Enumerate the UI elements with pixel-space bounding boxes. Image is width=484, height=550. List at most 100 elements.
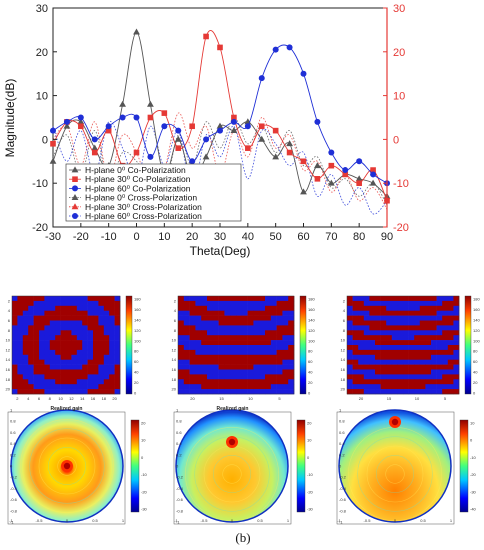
- x-tick-label: -30: [45, 231, 61, 243]
- phase-cell: [419, 384, 426, 390]
- phase-cell: [224, 345, 231, 351]
- phase-cell: [44, 325, 51, 331]
- phase-cell: [380, 335, 387, 341]
- phase-cell: [419, 310, 426, 316]
- phase-cell: [109, 374, 115, 380]
- phase-cell: [189, 349, 196, 356]
- phase-cell: [87, 374, 94, 380]
- phase-cell: [82, 330, 88, 336]
- phase-cell: [93, 325, 99, 331]
- x-tick-label: 0: [133, 231, 139, 243]
- phase-cell: [109, 310, 115, 316]
- data-point: [217, 127, 223, 134]
- phase-cell: [408, 374, 415, 380]
- phase-cell: [98, 369, 105, 375]
- data-point: [175, 145, 182, 151]
- phase-cell: [33, 349, 40, 356]
- phase-cell: [419, 364, 426, 370]
- phase-cell: [212, 335, 219, 341]
- phase-cell: [33, 330, 40, 336]
- phase-cell: [352, 315, 359, 321]
- phase-cell: [103, 384, 110, 390]
- phase-cell: [270, 310, 277, 316]
- phase-cell: [201, 364, 208, 370]
- phase-cell: [425, 374, 432, 380]
- data-point: [147, 100, 154, 107]
- phase-cell: [76, 305, 83, 311]
- phase-cell: [414, 349, 421, 356]
- phase-cell: [55, 340, 61, 346]
- phase-cell: [218, 325, 225, 331]
- phase-cell: [363, 349, 370, 356]
- phase-cell: [230, 310, 237, 316]
- phase-cell: [380, 384, 387, 390]
- phase-cell: [17, 330, 24, 336]
- gain-y-tick: -0.2: [339, 475, 347, 480]
- phase-cell: [39, 379, 45, 385]
- phase-y-tick: 20: [172, 387, 177, 392]
- phase-cell: [93, 305, 99, 311]
- phase-cell: [282, 315, 289, 321]
- phase-cell: [241, 296, 248, 302]
- phase-cell: [282, 300, 289, 307]
- phase-cell: [282, 325, 289, 331]
- phase-cell: [369, 335, 376, 341]
- phase-cell: [12, 340, 18, 346]
- phase-cell: [276, 340, 283, 346]
- phase-cell: [60, 320, 67, 326]
- phase-cell: [212, 305, 219, 311]
- phase-cell: [189, 296, 196, 302]
- phase-cell: [425, 305, 432, 311]
- gain-y-tick: 1: [10, 408, 13, 413]
- y2-tick-label: 10: [393, 91, 405, 103]
- y2-tick-label: -10: [393, 178, 409, 190]
- phase-cell: [380, 340, 387, 346]
- phase-cell: [408, 340, 415, 346]
- phase-cell: [358, 349, 365, 356]
- phase-cell: [218, 384, 225, 390]
- phase-cell: [253, 364, 260, 370]
- phase-cell: [212, 325, 219, 331]
- phase-cell: [363, 389, 370, 395]
- phase-cell: [419, 359, 426, 365]
- phase-cell: [201, 389, 208, 395]
- phase-cell: [236, 325, 243, 331]
- phase-y-tick: 18: [6, 377, 11, 382]
- phase-cell: [241, 305, 248, 311]
- phase-y-tick: 16: [172, 367, 177, 372]
- legend-marker: [72, 213, 78, 219]
- phase-cell: [17, 389, 24, 395]
- data-point: [202, 153, 210, 160]
- phase-cell: [12, 315, 18, 321]
- series-3: [50, 44, 390, 187]
- phase-cell: [419, 354, 426, 360]
- phase-cell: [71, 335, 78, 341]
- phase-cell: [98, 296, 105, 302]
- phase-cell: [98, 315, 105, 321]
- phase-cell: [386, 379, 393, 385]
- phase-cell: [218, 389, 225, 395]
- phase-cell: [425, 315, 432, 321]
- phase-cell: [408, 345, 415, 351]
- phase-cell: [447, 340, 454, 346]
- phase-cell: [363, 369, 370, 375]
- phase-cell: [369, 384, 376, 390]
- phase-cell: [419, 320, 426, 326]
- phase-cell: [397, 374, 404, 380]
- phase-x-tick: 5: [444, 396, 447, 401]
- phase-cell: [98, 389, 105, 395]
- phase-cell: [288, 379, 295, 385]
- phase-cell: [282, 389, 289, 395]
- main-beam-core: [63, 462, 71, 470]
- phase-cell: [39, 335, 45, 341]
- phase-cell: [44, 335, 51, 341]
- phase-cell: [363, 345, 370, 351]
- colorbar: [296, 419, 306, 513]
- phase-cell: [447, 300, 454, 307]
- gain-x-tick: 1: [450, 518, 453, 523]
- phase-cell: [66, 305, 72, 311]
- phase-cell: [241, 345, 248, 351]
- phase-cell: [347, 384, 353, 390]
- phase-cell: [22, 300, 29, 307]
- phase-cell: [391, 320, 398, 326]
